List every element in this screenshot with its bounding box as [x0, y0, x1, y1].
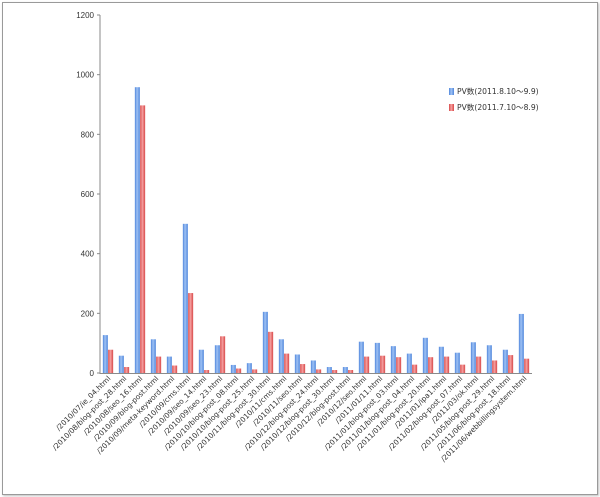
bar-series-1: [134, 87, 140, 373]
bar-series-1: [278, 339, 284, 373]
bar-series-1: [182, 223, 188, 373]
bar-series-1: [486, 345, 492, 373]
bar-series-2: [476, 356, 482, 373]
bar-series-1: [502, 349, 508, 373]
y-tick-label: 800: [81, 130, 95, 139]
bar-series-2: [412, 364, 418, 373]
bar-series-1: [374, 342, 380, 373]
bar-series-1: [438, 346, 444, 373]
bars: [100, 87, 532, 374]
y-tick-label: 600: [81, 190, 95, 199]
bar-series-2: [156, 356, 162, 373]
y-tick-label: 400: [81, 250, 95, 259]
bar-series-1: [326, 367, 332, 373]
bar-series-1: [518, 313, 524, 373]
bar-series-1: [198, 349, 204, 373]
x-axis-labels: /2010/07/ie_04.html/2010/08/blog-post_28…: [50, 374, 528, 464]
bar-series-2: [508, 355, 514, 373]
bar-series-2: [444, 356, 450, 373]
bar-series-2: [236, 368, 242, 373]
bar-series-1: [422, 337, 428, 373]
bar-series-2: [252, 369, 258, 373]
y-axis: 0 200 400 600 800 1000 1200: [76, 11, 101, 378]
bar-series-2: [428, 357, 434, 373]
bar-series-2: [124, 367, 130, 373]
y-tick-label: 1000: [76, 71, 94, 80]
bar-series-2: [172, 365, 178, 373]
bar-series-1: [358, 341, 364, 373]
bar-series-2: [300, 364, 306, 373]
bar-series-2: [460, 364, 466, 373]
bar-series-2: [188, 293, 194, 373]
bar-series-1: [166, 356, 172, 373]
bar-series-2: [284, 353, 290, 373]
bar-series-1: [454, 352, 460, 373]
bar-series-2: [220, 336, 226, 373]
legend: PV数(2011.8.10～9.9) PV数(2011.7.10～8.9): [449, 86, 539, 112]
bar-series-1: [390, 346, 396, 373]
bar-series-2: [364, 356, 370, 373]
bar-series-2: [268, 331, 274, 373]
bar-series-1: [214, 345, 220, 373]
bar-series-2: [348, 370, 354, 373]
bar-series-1: [310, 360, 316, 373]
bar-series-1: [246, 363, 252, 373]
bar-series-2: [332, 370, 338, 373]
bar-series-1: [262, 311, 268, 373]
bar-series-2: [108, 349, 114, 373]
bar-series-1: [406, 353, 412, 373]
bar-series-1: [342, 367, 348, 373]
legend-swatch-series-1: [449, 88, 454, 95]
legend-label-series-2: PV数(2011.7.10～8.9): [457, 102, 539, 112]
bar-series-2: [524, 358, 530, 373]
bar-series-2: [380, 355, 386, 373]
legend-swatch-series-2: [449, 104, 454, 111]
bar-series-2: [316, 369, 322, 373]
bar-series-2: [140, 105, 146, 373]
bar-series-1: [230, 364, 236, 373]
bar-series-1: [294, 354, 300, 373]
bar-series-1: [470, 342, 476, 373]
y-tick-label: 1200: [76, 11, 94, 20]
bar-series-1: [118, 355, 124, 373]
legend-label-series-1: PV数(2011.8.10～9.9): [457, 86, 539, 96]
bar-series-2: [492, 360, 498, 373]
y-tick-label: 0: [90, 369, 95, 378]
y-tick-label: 200: [81, 309, 95, 318]
bar-series-1: [102, 335, 108, 373]
bar-series-2: [204, 370, 210, 373]
bar-series-2: [396, 357, 402, 373]
bar-series-1: [150, 339, 156, 373]
